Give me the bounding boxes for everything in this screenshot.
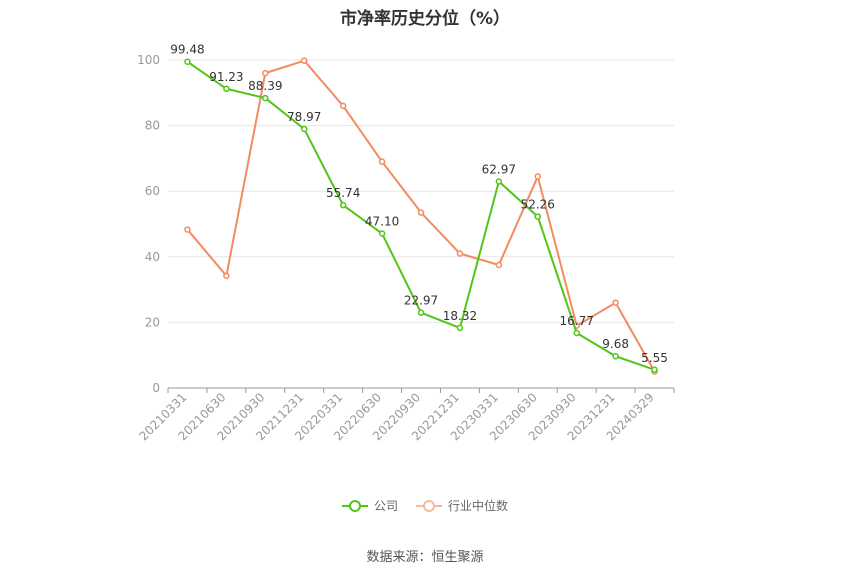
series-0-point-8 <box>495 178 503 185</box>
legend-label-industry-median: 行业中位数 <box>448 499 509 513</box>
legend-item-industry-median[interactable]: 行业中位数 <box>416 497 508 514</box>
series-layer <box>184 57 658 375</box>
data-label-2: 88.39 <box>248 79 282 93</box>
data-label-0: 99.48 <box>170 43 204 57</box>
series-0-point-3 <box>300 125 308 133</box>
series-0-point-10 <box>573 329 580 337</box>
data-label-9: 52.26 <box>521 198 555 212</box>
series-0-point-1 <box>223 85 230 93</box>
series-0-point-2 <box>262 94 269 102</box>
series-0-point-12 <box>651 366 658 374</box>
series-1-point-6 <box>417 209 425 216</box>
legend-item-company[interactable]: 公司 <box>341 497 398 514</box>
y-tick-label-0: 0 <box>152 381 160 395</box>
y-tick-label-80: 80 <box>145 119 160 133</box>
axis-layer: 0204060801002021033120210630202109302021… <box>136 53 675 443</box>
data-label-10: 16.77 <box>560 314 594 328</box>
legend-swatch-industry-median <box>416 499 442 513</box>
series-0-point-4 <box>339 201 347 209</box>
data-label-layer: 99.48 91.23 88.39 78.97 55.74 47.10 22.97 18.32… <box>170 43 668 365</box>
source-note: 数据来源：恒生聚源 <box>366 550 484 565</box>
series-1-point-2 <box>262 69 269 77</box>
data-label-1: 91.23 <box>209 70 243 84</box>
legend-swatch-company <box>341 499 368 513</box>
series-1-point-8 <box>495 261 503 269</box>
data-label-7: 18.32 <box>443 309 477 323</box>
y-tick-label-60: 60 <box>145 184 160 198</box>
series-0-point-6 <box>417 309 425 316</box>
y-tick-label-20: 20 <box>145 315 160 329</box>
data-label-5: 47.10 <box>365 215 399 229</box>
data-label-8: 62.97 <box>482 162 516 176</box>
series-1-point-9 <box>534 173 542 180</box>
y-tick-label-100: 100 <box>137 53 160 67</box>
series-1-point-5 <box>378 158 386 165</box>
series-1-point-4 <box>339 102 347 110</box>
series-1-point-1 <box>223 272 230 280</box>
chart-title: 市净率历史分位（%） <box>339 9 511 29</box>
series-1-point-11 <box>612 299 619 306</box>
series-1-point-0 <box>184 226 191 233</box>
legend: 公司 行业中位数 <box>0 497 850 514</box>
series-0-point-7 <box>456 324 464 332</box>
series-0-point-5 <box>378 230 386 237</box>
y-tick-label-40: 40 <box>145 250 160 264</box>
data-label-3: 78.97 <box>287 110 321 124</box>
grid-layer <box>168 59 674 323</box>
data-label-12: 5.55 <box>641 351 668 365</box>
series-0-point-9 <box>534 213 542 220</box>
data-label-4: 55.74 <box>326 186 360 200</box>
data-label-11: 9.68 <box>602 337 629 351</box>
series-1-point-3 <box>300 57 308 64</box>
series-1-point-7 <box>456 250 464 257</box>
series-0-point-11 <box>612 352 619 360</box>
data-label-6: 22.97 <box>404 294 438 308</box>
series-0-point-0 <box>184 58 191 65</box>
legend-label-company: 公司 <box>373 499 398 513</box>
